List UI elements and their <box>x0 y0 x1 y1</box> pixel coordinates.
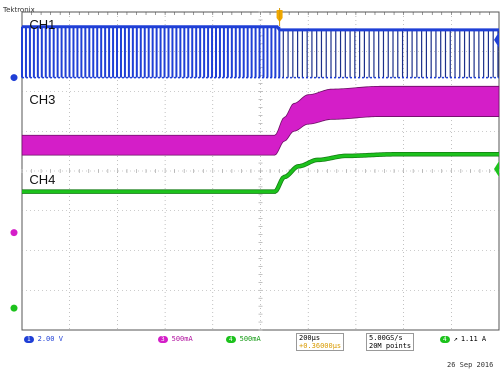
ch1-scale-readout[interactable]: 1 2.00 V <box>24 335 63 343</box>
ch4-badge: 4 <box>226 336 236 343</box>
ch4-waveform <box>22 152 499 194</box>
ch3-badge: 3 <box>158 336 168 343</box>
timebase-readout[interactable]: 200µs +0.36000µs <box>296 333 345 351</box>
timebase-value: 200µs <box>299 334 321 342</box>
ch3-scale-readout[interactable]: 3 500mA <box>158 335 193 343</box>
ch1-badge: 1 <box>24 336 34 343</box>
trigger-source-badge: 4 <box>440 336 450 343</box>
trigger-position: +0.36000µs <box>299 342 342 350</box>
ch1-waveform <box>21 26 499 78</box>
ch3-waveform <box>21 85 500 156</box>
ch1-label: CH1 <box>29 16 56 32</box>
ch3-ground-marker <box>10 229 18 237</box>
date-readout: 26 Sep 2016 <box>447 361 494 369</box>
ch3-label: CH3 <box>29 92 56 108</box>
ch4-scale-readout[interactable]: 4 500mA <box>226 335 261 343</box>
ch1-high-rail <box>22 25 499 32</box>
ch4-ground-marker <box>10 304 18 312</box>
record-length: 20M points <box>369 342 412 350</box>
trigger-slope-icon: ↗ <box>453 335 458 343</box>
acquisition-readout[interactable]: 5.00GS/s 20M points <box>366 333 415 351</box>
brand-label: Tektronix <box>3 6 35 14</box>
ch4-label: CH4 <box>29 171 56 187</box>
trigger-level-marker <box>494 161 499 177</box>
ch1-level-marker <box>494 31 499 48</box>
trigger-readout[interactable]: 4 ↗ 1.11 A <box>440 335 486 343</box>
sample-rate: 5.00GS/s <box>369 334 403 342</box>
ch1-ground-marker <box>10 74 18 82</box>
